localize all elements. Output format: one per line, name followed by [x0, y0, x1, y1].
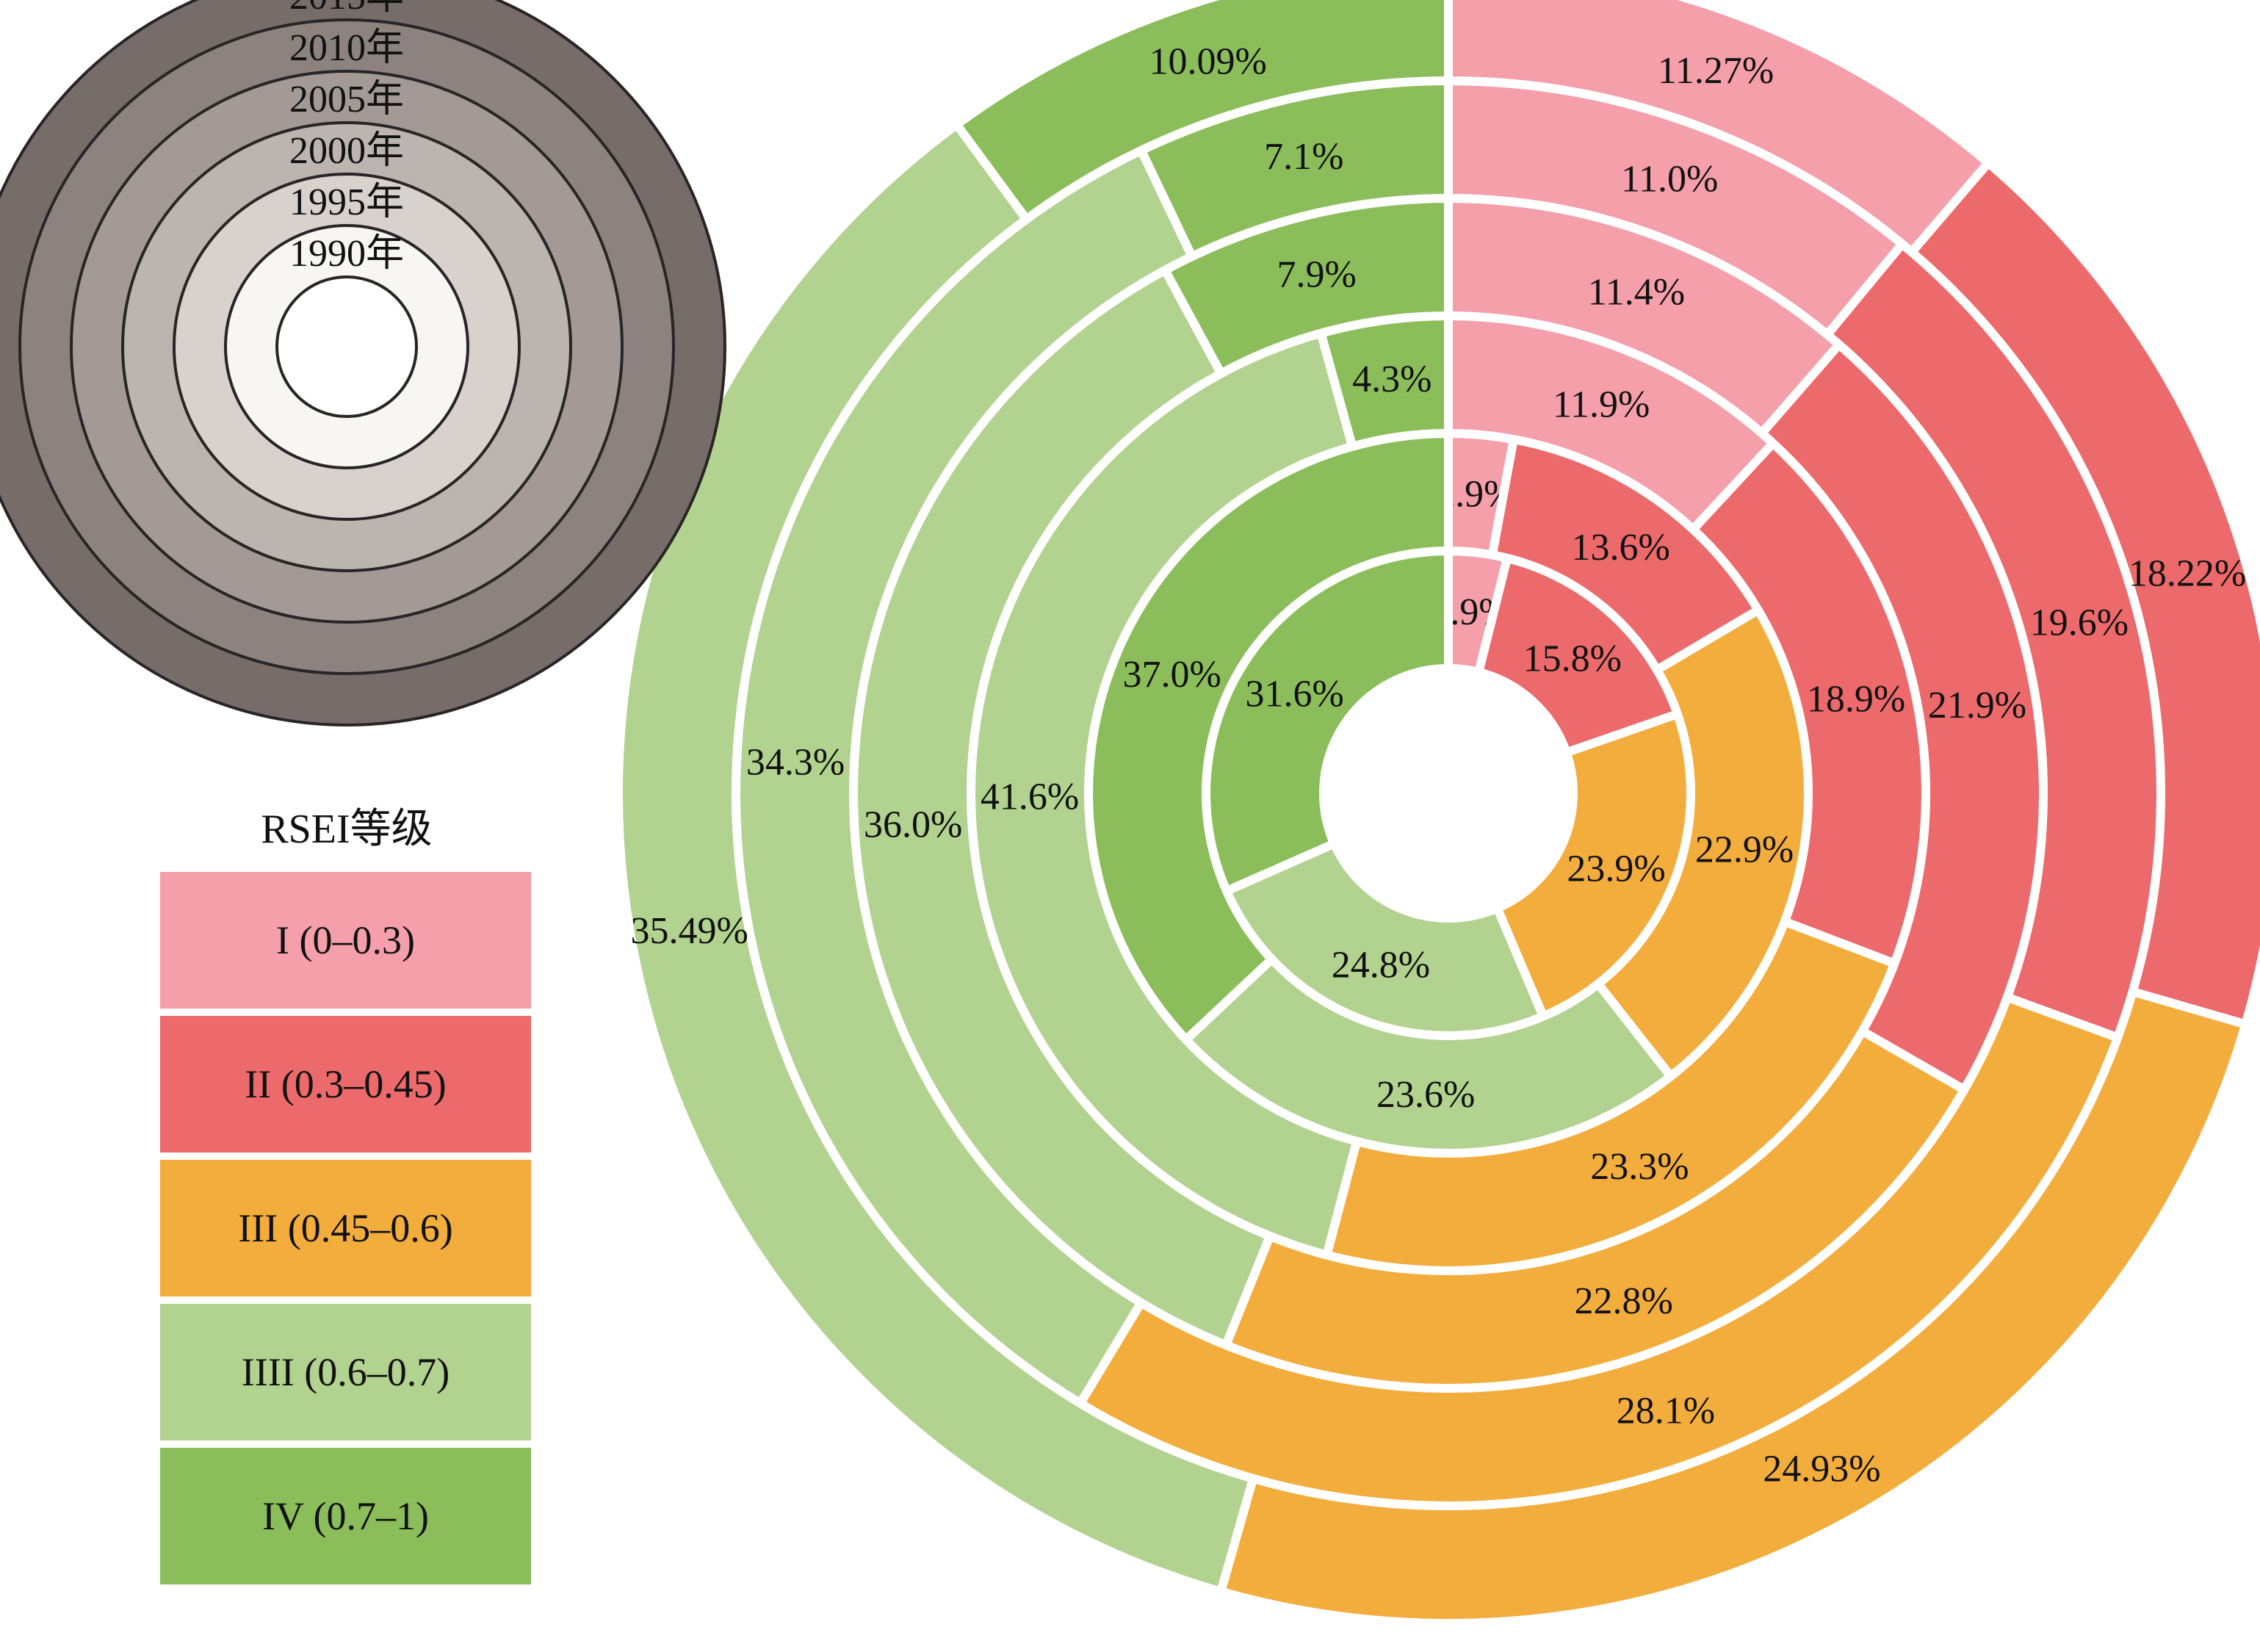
slice-label-2015年-I: 11.27%: [1658, 50, 1774, 92]
year-key-label-2010年: 2010年: [289, 27, 404, 69]
slice-label-1995年-IV: 37.0%: [1123, 654, 1221, 696]
slice-label-1995年-III: 22.9%: [1695, 829, 1794, 871]
ring-2015年: 11.27% 18.22% 24.93% 35.49% 10.09%: [614, 0, 2260, 1628]
slice-label-2005年-II: 21.9%: [1928, 685, 2026, 726]
slice-label-1990年-III: 23.9%: [1567, 848, 1665, 890]
slice-label-2005年-I: 11.4%: [1588, 271, 1685, 313]
legend-swatch-I: [160, 872, 531, 1009]
main-donut-chart: 3.9%15.8%23.9%24.8%31.6%2.9%13.6%22.9%23…: [614, 0, 2260, 1628]
slice-label-2000年-IV: 4.3%: [1352, 358, 1432, 400]
slice-label-2015年-III: 24.93%: [1763, 1449, 1880, 1490]
slice-label-2010年-IV: 7.1%: [1264, 136, 1343, 178]
slice-label-2010年-IIII: 34.3%: [746, 742, 845, 784]
legend-swatch-IIII: [160, 1304, 531, 1440]
legend-label-III: III (0.45–0.6): [238, 1206, 452, 1250]
legend-label-IV: IV (0.7–1): [262, 1494, 429, 1538]
slice-label-2005年-III: 22.8%: [1574, 1280, 1672, 1322]
year-key-label-2005年: 2005年: [289, 79, 404, 120]
slice-label-2015年-IIII: 35.49%: [630, 910, 748, 952]
rsei-legend: RSEI等级 I (0–0.3) II (0.3–0.45) III (0.45–0…: [160, 807, 531, 1584]
slice-2015年-III: [1215, 986, 2251, 1628]
slice-label-2015年-IV: 10.09%: [1149, 40, 1267, 82]
year-key-label-2000年: 2000年: [289, 130, 404, 172]
slice-label-2015年-II: 18.22%: [2129, 552, 2246, 594]
slice-label-2005年-IV: 7.9%: [1277, 253, 1357, 295]
ring-2010年: 11.0% 19.6% 28.1% 34.3% 7.1%: [732, 76, 2165, 1510]
legend-swatch-IV: [160, 1448, 531, 1584]
year-key-label-1990年: 1990年: [289, 233, 404, 275]
legend-title: RSEI等级: [261, 807, 432, 852]
slice-label-2010年-I: 11.0%: [1621, 159, 1718, 201]
slice-label-2000年-IIII: 41.6%: [981, 776, 1079, 818]
legend-swatch-II: [160, 1016, 531, 1153]
slice-label-2000年-I: 11.9%: [1553, 383, 1650, 425]
slice-2015年-IIII: [614, 118, 1259, 1598]
slice-label-2000年-III: 23.3%: [1590, 1146, 1689, 1188]
legend-label-IIII: IIII (0.6–0.7): [242, 1350, 450, 1394]
legend-label-I: I (0–0.3): [276, 918, 415, 962]
slice-label-1990年-II: 15.8%: [1523, 638, 1622, 680]
slice-2015年-IV: [950, 0, 1453, 226]
slice-label-1990年-IV: 31.6%: [1245, 673, 1343, 715]
slice-label-1995年-IIII: 23.6%: [1376, 1074, 1475, 1116]
legend-label-II: II (0.3–0.45): [245, 1062, 446, 1106]
legend-swatch-III: [160, 1160, 531, 1296]
slice-label-2005年-IIII: 36.0%: [864, 804, 962, 845]
slice-label-2000年-II: 18.9%: [1807, 678, 1905, 720]
slice-label-1990年-IIII: 24.8%: [1332, 944, 1430, 986]
ring-1995年: 2.9%13.6%22.9%23.6%37.0%: [1084, 428, 1813, 1158]
year-key-center-hole: [275, 275, 418, 418]
slice-label-2010年-III: 28.1%: [1617, 1390, 1715, 1432]
year-key-label-1995年: 1995年: [289, 181, 404, 223]
slice-label-1995年-II: 13.6%: [1572, 527, 1670, 569]
year-ring-key: 1990年 1995年 2000年 2005年 2010年 2015年: [0, 0, 726, 726]
slice-label-2010年-II: 19.6%: [2030, 602, 2129, 644]
year-key-label-2015年: 2015年: [289, 0, 404, 18]
